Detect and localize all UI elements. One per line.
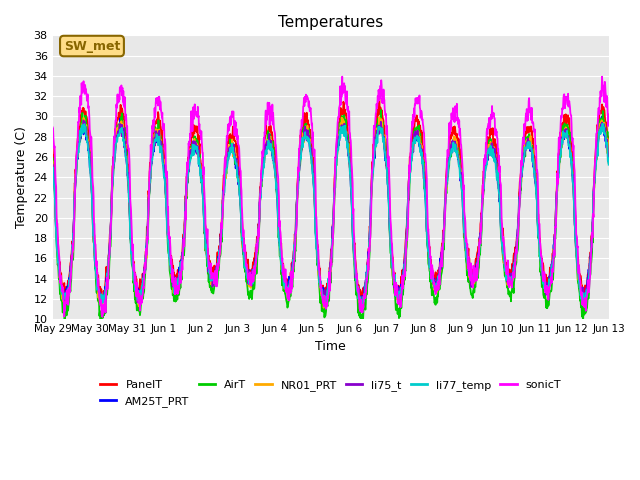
AirT: [172, 292, 180, 298]
sonicT: [99, 314, 106, 320]
li77_temp: [605, 162, 612, 168]
sonicT: [417, 115, 424, 120]
AM25T_PRT: [598, 114, 605, 120]
PanelT: [280, 269, 288, 275]
li75_t: [281, 281, 289, 287]
li75_t: [49, 162, 56, 168]
sonicT: [556, 131, 564, 137]
sonicT: [605, 112, 612, 118]
AM25T_PRT: [508, 273, 516, 279]
li77_temp: [49, 167, 56, 172]
PanelT: [582, 298, 589, 304]
AirT: [417, 138, 424, 144]
Legend: PanelT, AM25T_PRT, AirT, NR01_PRT, li75_t, li77_temp, sonicT: PanelT, AM25T_PRT, AirT, NR01_PRT, li75_…: [95, 376, 566, 411]
NR01_PRT: [267, 140, 275, 146]
li75_t: [80, 118, 88, 123]
NR01_PRT: [320, 305, 328, 311]
NR01_PRT: [556, 148, 564, 154]
li75_t: [556, 155, 564, 161]
li75_t: [508, 274, 516, 280]
NR01_PRT: [172, 287, 179, 292]
li75_t: [605, 159, 612, 165]
Line: AM25T_PRT: AM25T_PRT: [52, 117, 609, 305]
Line: sonicT: sonicT: [52, 77, 609, 317]
sonicT: [49, 124, 56, 130]
li77_temp: [556, 157, 563, 163]
Line: PanelT: PanelT: [52, 99, 609, 301]
AM25T_PRT: [268, 147, 275, 153]
li77_temp: [417, 149, 424, 155]
li75_t: [417, 142, 424, 148]
AM25T_PRT: [417, 142, 424, 147]
AirT: [377, 107, 385, 113]
AM25T_PRT: [281, 274, 289, 280]
li75_t: [268, 138, 275, 144]
PanelT: [417, 124, 424, 130]
sonicT: [508, 280, 516, 286]
li77_temp: [358, 305, 365, 311]
PanelT: [267, 124, 275, 130]
AM25T_PRT: [172, 286, 180, 291]
AirT: [605, 160, 612, 166]
sonicT: [268, 104, 275, 109]
Line: AirT: AirT: [52, 110, 609, 323]
sonicT: [172, 280, 180, 286]
X-axis label: Time: Time: [316, 339, 346, 353]
AirT: [49, 155, 56, 161]
AM25T_PRT: [99, 302, 106, 308]
Y-axis label: Temperature (C): Temperature (C): [15, 126, 28, 228]
AirT: [268, 141, 275, 147]
li77_temp: [267, 141, 275, 147]
PanelT: [376, 96, 383, 102]
NR01_PRT: [376, 114, 383, 120]
Line: li77_temp: li77_temp: [52, 124, 609, 308]
Line: NR01_PRT: NR01_PRT: [52, 117, 609, 308]
AirT: [97, 320, 104, 325]
Text: SW_met: SW_met: [64, 39, 120, 52]
NR01_PRT: [49, 158, 56, 164]
PanelT: [556, 143, 563, 148]
AirT: [556, 151, 564, 156]
li75_t: [172, 287, 180, 292]
li77_temp: [280, 277, 288, 283]
AirT: [508, 287, 516, 293]
Line: li75_t: li75_t: [52, 120, 609, 306]
NR01_PRT: [280, 284, 288, 290]
AM25T_PRT: [49, 162, 56, 168]
li75_t: [356, 303, 364, 309]
NR01_PRT: [508, 277, 516, 283]
sonicT: [339, 74, 346, 80]
PanelT: [605, 145, 612, 151]
NR01_PRT: [605, 149, 612, 155]
li77_temp: [172, 283, 179, 288]
li77_temp: [598, 121, 606, 127]
NR01_PRT: [417, 141, 424, 146]
sonicT: [281, 279, 289, 285]
AM25T_PRT: [556, 152, 563, 158]
AM25T_PRT: [605, 157, 612, 163]
PanelT: [508, 269, 516, 275]
Title: Temperatures: Temperatures: [278, 15, 383, 30]
PanelT: [172, 272, 179, 278]
li77_temp: [508, 274, 516, 280]
AirT: [281, 288, 289, 293]
PanelT: [49, 145, 56, 151]
